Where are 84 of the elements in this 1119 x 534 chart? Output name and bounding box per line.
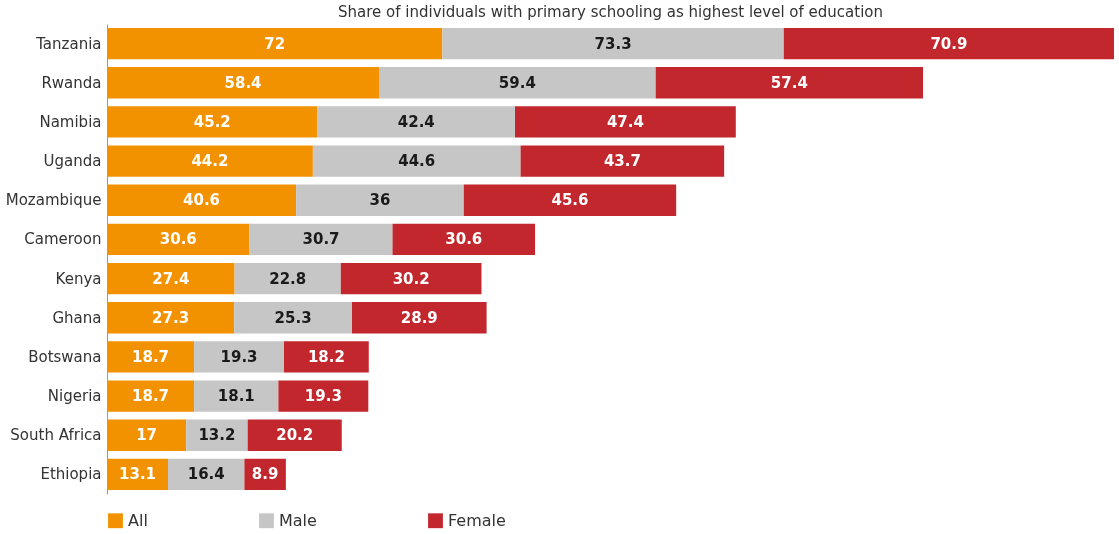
data-label: 18.2: [307, 347, 345, 366]
y-tick-label: Ghana: [52, 308, 102, 327]
legend-label: All: [128, 510, 148, 530]
bar: [234, 302, 352, 334]
data-label: 27.4: [152, 269, 190, 288]
bar: [379, 67, 656, 99]
y-tick-label: Cameroon: [24, 230, 102, 249]
data-label: 30.2: [392, 269, 430, 288]
data-label: 22.8: [269, 269, 307, 288]
data-label: 30.7: [302, 230, 340, 249]
bar: [247, 419, 342, 451]
bar: [107, 380, 195, 412]
data-label: 8.9: [251, 465, 279, 484]
y-tick-label: Uganda: [43, 152, 102, 171]
data-label: 44.2: [191, 152, 229, 171]
bar: [463, 184, 677, 216]
bar: [107, 67, 380, 99]
bar: [107, 27, 443, 60]
y-tick-label: Botswana: [28, 347, 102, 366]
bar: [107, 302, 235, 334]
bar: [340, 262, 482, 295]
bar: [312, 145, 521, 177]
y-tick-label: South Africa: [10, 426, 102, 445]
data-label: 36: [369, 191, 391, 210]
y-tick-label: Ethiopia: [40, 465, 102, 484]
data-label: 43.7: [603, 152, 641, 171]
bar: [107, 106, 318, 138]
bar: [296, 184, 464, 216]
data-label: 13.2: [198, 426, 236, 445]
legend-label: Male: [279, 510, 317, 530]
bar: [194, 380, 279, 412]
bar: [234, 262, 341, 295]
y-tick-label: Rwanda: [41, 73, 102, 92]
bar: [783, 27, 1114, 60]
data-label: 19.3: [220, 347, 258, 366]
bar: [317, 106, 516, 138]
bar: [352, 302, 487, 334]
bar: [515, 106, 736, 138]
data-label: 13.1: [119, 465, 157, 484]
data-label: 17: [136, 426, 158, 445]
data-label: 18.7: [132, 347, 170, 366]
data-label: 27.3: [152, 308, 190, 327]
data-label: 47.4: [606, 112, 644, 131]
bar: [107, 145, 313, 177]
bar: [107, 419, 187, 451]
data-label: 42.4: [397, 112, 435, 131]
data-label: 20.2: [276, 426, 314, 445]
data-label: 44.6: [398, 152, 436, 171]
bar: [107, 262, 235, 295]
data-label: 30.6: [445, 230, 483, 249]
bar: [194, 341, 284, 373]
bar: [283, 341, 369, 373]
data-label: 45.6: [551, 191, 589, 210]
chart-title: Share of individuals with primary schooling as highest level of education: [337, 3, 884, 21]
bar: [392, 223, 536, 256]
bar: [520, 145, 725, 177]
bar: [442, 27, 784, 60]
bar: [107, 184, 297, 216]
data-label: 28.9: [400, 308, 438, 327]
data-label: 58.4: [224, 73, 262, 92]
data-label: 18.7: [132, 387, 170, 406]
legend-label: Female: [448, 510, 506, 530]
data-label: 19.3: [304, 387, 342, 406]
data-label: 57.4: [770, 73, 808, 92]
data-label: 40.6: [183, 191, 221, 210]
y-tick-label: Tanzania: [35, 34, 102, 53]
bar: [655, 67, 924, 99]
data-label: 18.1: [217, 387, 255, 406]
y-tick-label: Namibia: [39, 112, 102, 131]
data-label: 59.4: [498, 73, 536, 92]
data-label: 70.9: [930, 34, 968, 53]
data-label: 45.2: [193, 112, 231, 131]
y-tick-label: Kenya: [55, 269, 102, 288]
data-label: 30.6: [159, 230, 197, 249]
data-label: 73.3: [594, 34, 632, 53]
y-tick-label: Nigeria: [47, 387, 102, 406]
bar: [249, 223, 393, 256]
data-label: 16.4: [187, 465, 225, 484]
y-tick-label: Mozambique: [5, 191, 102, 210]
bar: [278, 380, 369, 412]
data-label: 25.3: [274, 308, 312, 327]
bar: [107, 223, 250, 256]
data-label: 72: [264, 34, 286, 53]
bar: [107, 341, 195, 373]
